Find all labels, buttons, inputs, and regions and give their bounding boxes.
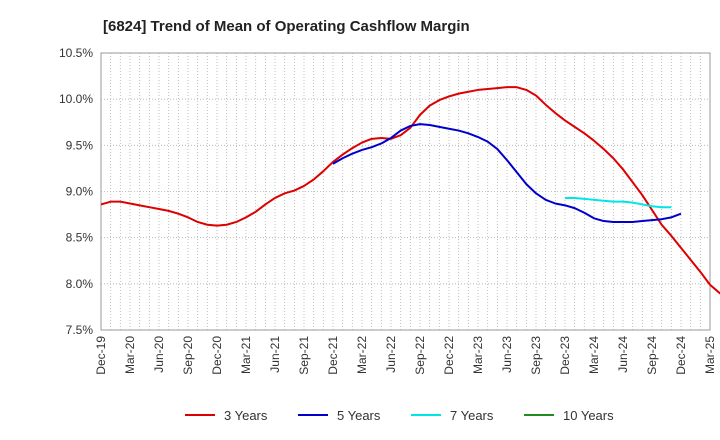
x-tick-label: Mar-21 (239, 336, 253, 374)
legend-label: 3 Years (224, 408, 268, 423)
x-tick-label: Mar-24 (587, 336, 601, 374)
x-tick-label: Mar-20 (123, 336, 137, 374)
x-tick-label: Dec-19 (94, 336, 108, 375)
series-line-7-years (565, 196, 672, 209)
x-tick-label: Jun-22 (384, 336, 398, 373)
x-tick-label: Jun-21 (268, 336, 282, 373)
grid (101, 53, 710, 330)
x-tick-label: Sep-23 (529, 336, 543, 375)
series-line-3-years (100, 86, 720, 295)
x-tick-label: Mar-23 (471, 336, 485, 374)
legend-label: 10 Years (563, 408, 614, 423)
x-tick-label: Dec-22 (442, 336, 456, 375)
x-tick-label: Sep-24 (645, 336, 659, 375)
x-tick-label: Jun-24 (616, 336, 630, 373)
x-axis: Dec-19 Mar-20 Jun-20 Sep-20 Dec-20 Mar-21 Jun-… (94, 336, 717, 375)
x-tick-label: Sep-20 (181, 336, 195, 375)
x-tick-label: Mar-22 (355, 336, 369, 374)
y-tick-label: 9.0% (66, 185, 94, 199)
x-tick-label: Dec-24 (674, 336, 688, 375)
x-tick-label: Mar-25 (703, 336, 717, 374)
chart-title: [6824] Trend of Mean of Operating Cashfl… (103, 18, 470, 35)
y-tick-label: 9.5% (66, 138, 94, 152)
x-tick-label: Sep-22 (413, 336, 427, 375)
x-tick-label: Dec-23 (558, 336, 572, 375)
x-tick-label: Dec-20 (210, 336, 224, 375)
x-tick-label: Sep-21 (297, 336, 311, 375)
series-lines (100, 86, 720, 295)
y-tick-label: 8.0% (66, 277, 94, 291)
y-tick-label: 10.5% (59, 46, 93, 60)
plot-frame (100, 52, 711, 331)
legend-label: 5 Years (337, 408, 381, 423)
y-axis: 7.5% 8.0% 8.5% 9.0% 9.5% 10.0% 10.5% (59, 46, 93, 337)
legend-label: 7 Years (450, 408, 494, 423)
series-line-5-years (332, 123, 682, 223)
y-tick-label: 7.5% (66, 323, 94, 337)
legend: 3 Years 5 Years 7 Years 10 Years (185, 408, 614, 423)
x-tick-label: Jun-23 (500, 336, 514, 373)
y-tick-label: 8.5% (66, 231, 94, 245)
x-tick-label: Dec-21 (326, 336, 340, 375)
x-tick-label: Jun-20 (152, 336, 166, 373)
y-tick-label: 10.0% (59, 92, 93, 106)
